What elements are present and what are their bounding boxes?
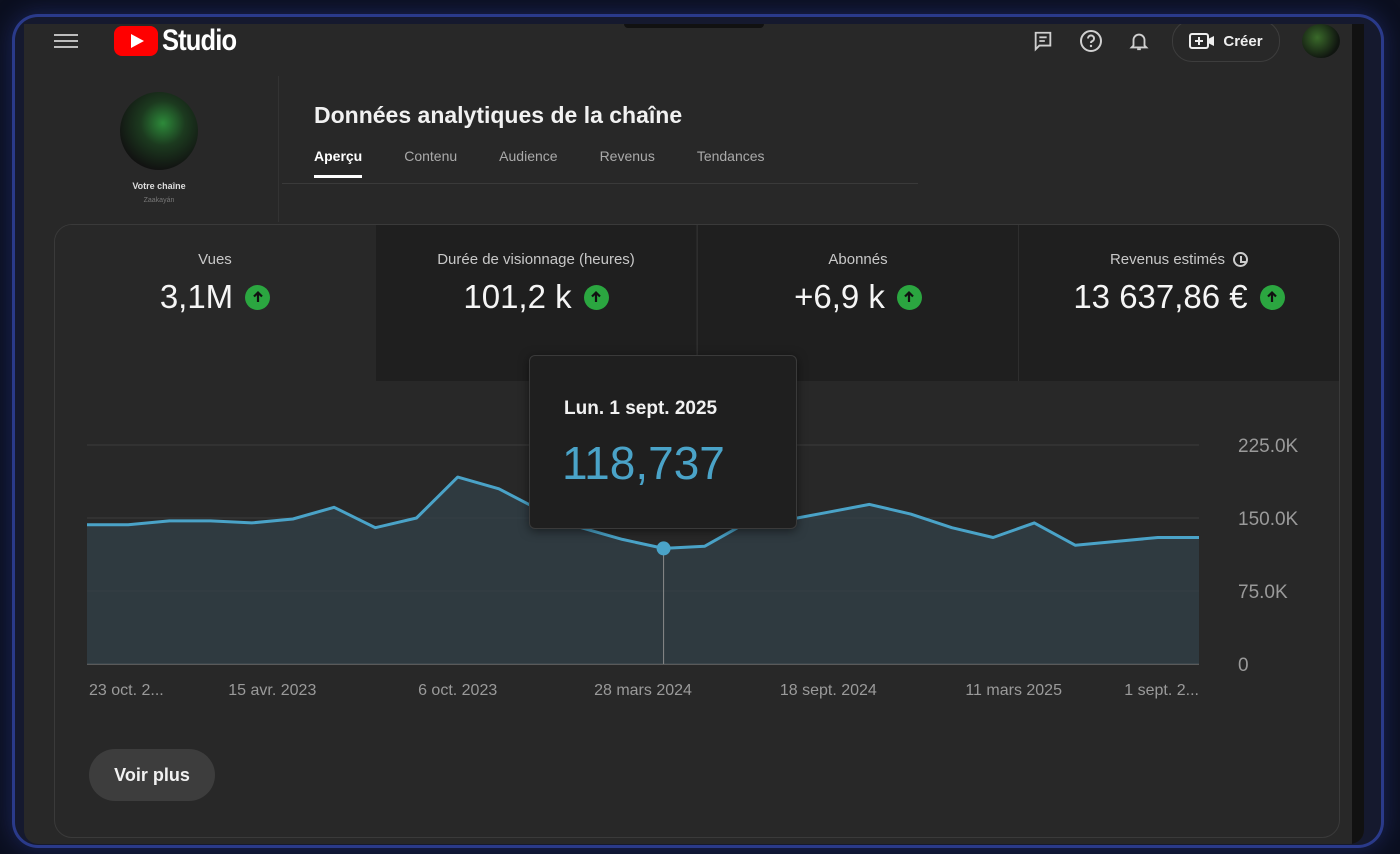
top-bar: Studio Créer — [24, 24, 1352, 74]
studio-logo[interactable]: Studio — [114, 24, 249, 58]
metric-label: Abonnés — [828, 251, 888, 268]
y-tick-label: 150.0K — [1238, 509, 1299, 530]
metric-subscribers[interactable]: Abonnés +6,9 k — [698, 225, 1018, 381]
channel-subtitle: Zaakayán — [143, 197, 175, 204]
tab-content[interactable]: Contenu — [404, 148, 458, 164]
sidebar-divider — [278, 76, 279, 222]
x-tick-label: 11 mars 2025 — [965, 682, 1062, 699]
y-tick-label: 75.0K — [1238, 582, 1288, 603]
metric-label: Vues — [198, 251, 232, 268]
analytics-card: Vues 3,1M Durée de visionnage (heures) 1… — [54, 224, 1340, 838]
see-more-button[interactable]: Voir plus — [89, 749, 215, 801]
analytics-tabs: Aperçu Contenu Audience Revenus Tendance… — [314, 148, 807, 178]
metric-views[interactable]: Vues 3,1M — [55, 225, 375, 381]
help-icon[interactable] — [1078, 28, 1104, 54]
x-tick-label: 28 mars 2024 — [594, 682, 692, 699]
series-line — [87, 475, 1199, 550]
feedback-icon[interactable] — [1030, 28, 1056, 54]
metric-divider — [1018, 225, 1019, 381]
create-video-icon — [1189, 33, 1215, 49]
trend-up-icon — [245, 284, 271, 310]
account-avatar[interactable] — [1302, 24, 1340, 58]
metric-value: 3,1M — [159, 278, 234, 315]
trend-up-icon — [1259, 284, 1285, 310]
metric-label: Durée de visionnage (heures) — [437, 251, 635, 268]
logo-text: Studio — [162, 24, 237, 57]
metric-value: +6,9 k — [794, 278, 885, 315]
menu-icon[interactable] — [54, 30, 78, 50]
metric-label: Revenus estimés — [1109, 251, 1226, 268]
tab-trends[interactable]: Tendances — [696, 148, 765, 164]
metric-value: 13 637,86 € — [1073, 278, 1248, 315]
channel-avatar[interactable] — [120, 92, 198, 170]
metric-divider — [697, 225, 698, 381]
notifications-bell-icon[interactable] — [1126, 28, 1152, 54]
x-tick-label: 15 avr. 2023 — [228, 682, 316, 699]
page-title: Données analytiques de la chaîne — [314, 102, 683, 128]
tooltip-value: 118,737 — [562, 437, 725, 489]
tab-overview[interactable]: Aperçu — [314, 148, 363, 178]
views-chart[interactable]: 225.0K 150.0K 75.0K 0 23 oct. 2... 15 avr. 20… — [55, 381, 1339, 741]
y-tick-label: 0 — [1238, 655, 1249, 676]
studio-screen: Studio Créer Votre chaîne Zaakayán Donné… — [24, 24, 1364, 844]
tab-revenue[interactable]: Revenus — [599, 148, 655, 164]
chart-tooltip: Lun. 1 sept. 2025 118,737 — [529, 355, 797, 529]
highlight-point — [656, 541, 671, 556]
metric-value: 101,2 k — [463, 278, 572, 315]
create-button[interactable]: Créer — [1172, 24, 1280, 62]
tabs-underline — [282, 183, 918, 184]
x-tick-label: 18 sept. 2024 — [780, 682, 877, 699]
tooltip-date: Lun. 1 sept. 2025 — [564, 398, 718, 419]
screen-edge — [1352, 24, 1364, 844]
youtube-play-icon — [114, 26, 158, 56]
x-tick-label: 23 oct. 2... — [89, 682, 164, 699]
channel-name: Votre chaîne — [132, 181, 186, 191]
x-tick-label: 1 sept. 2... — [1124, 682, 1199, 699]
metric-revenue[interactable]: Revenus estimés 13 637,86 € — [1019, 225, 1339, 381]
clock-icon — [1233, 252, 1249, 267]
trend-up-icon — [583, 284, 609, 310]
x-tick-label: 6 oct. 2023 — [418, 682, 497, 699]
y-tick-label: 225.0K — [1238, 436, 1299, 457]
trend-up-icon — [896, 284, 922, 310]
create-label: Créer — [1223, 32, 1263, 50]
camera-notch — [624, 24, 764, 28]
tab-audience[interactable]: Audience — [499, 148, 558, 164]
